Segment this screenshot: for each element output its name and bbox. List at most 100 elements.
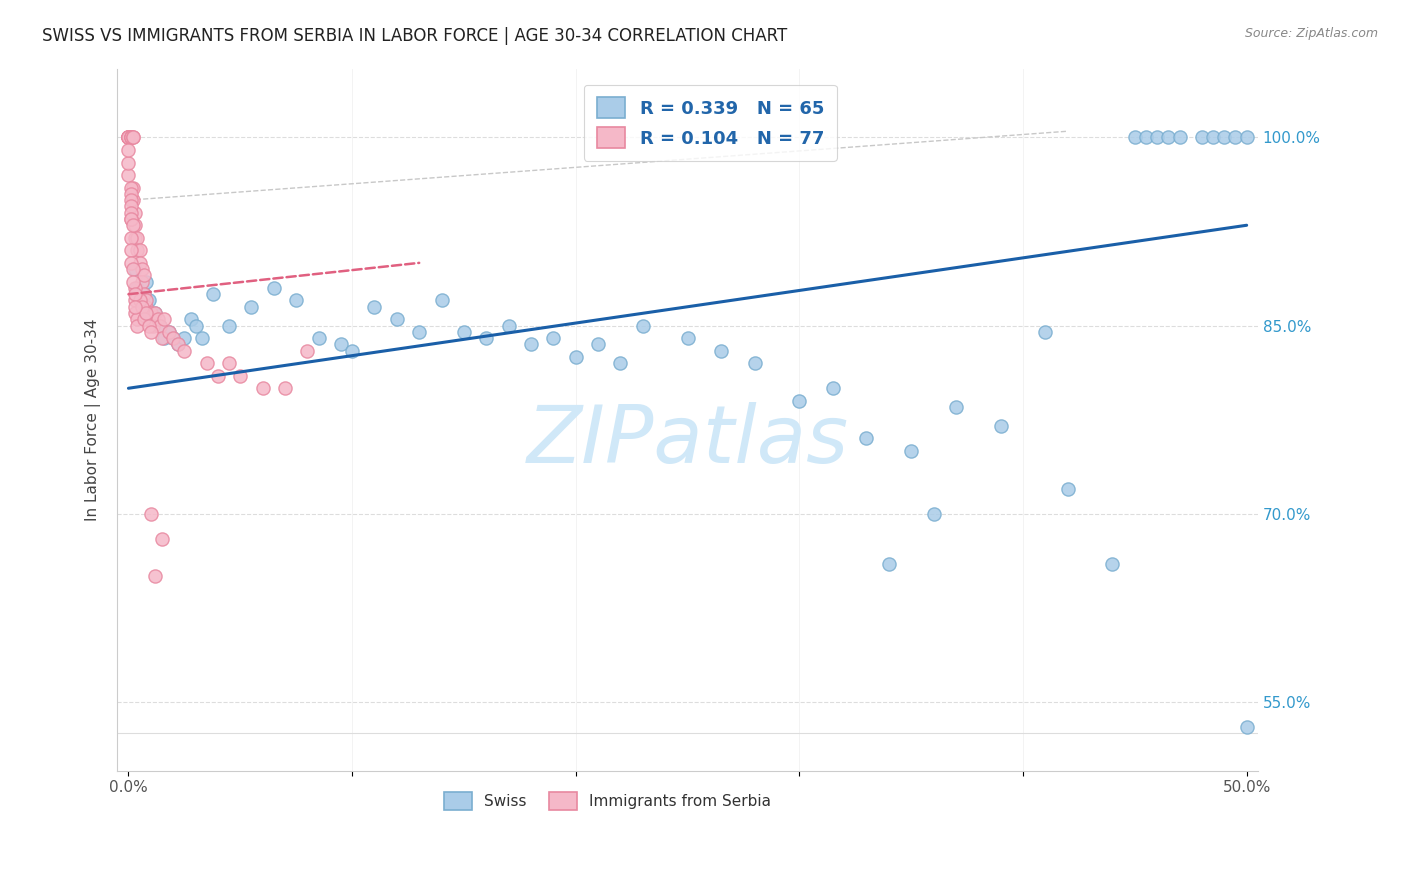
Point — [132, 312, 155, 326]
Point — [173, 331, 195, 345]
Point — [274, 381, 297, 395]
Point — [340, 343, 363, 358]
Point — [1056, 482, 1078, 496]
Point — [821, 381, 844, 395]
Point — [157, 325, 180, 339]
Point — [143, 306, 166, 320]
Point — [149, 318, 172, 333]
Point — [127, 281, 149, 295]
Point — [127, 244, 149, 258]
Point — [131, 300, 153, 314]
Point — [142, 318, 165, 333]
Point — [945, 400, 967, 414]
Point — [877, 557, 900, 571]
Point — [166, 337, 188, 351]
Point — [207, 368, 229, 383]
Point — [150, 532, 173, 546]
Point — [117, 143, 139, 157]
Point — [543, 331, 565, 345]
Point — [124, 219, 146, 233]
Text: ZIPatlas: ZIPatlas — [526, 401, 849, 480]
Point — [120, 244, 142, 258]
Point — [124, 205, 146, 219]
Point — [1101, 557, 1123, 571]
Point — [139, 312, 162, 326]
Point — [922, 507, 945, 521]
Point — [127, 318, 149, 333]
Point — [128, 256, 150, 270]
Point — [1213, 130, 1236, 145]
Point — [297, 343, 319, 358]
Point — [122, 262, 145, 277]
Point — [135, 300, 157, 314]
Point — [564, 350, 586, 364]
Text: Source: ZipAtlas.com: Source: ZipAtlas.com — [1244, 27, 1378, 40]
Point — [990, 418, 1012, 433]
Point — [609, 356, 631, 370]
Point — [1168, 130, 1191, 145]
Point — [128, 244, 150, 258]
Point — [124, 287, 146, 301]
Point — [240, 300, 263, 314]
Point — [139, 306, 162, 320]
Point — [135, 293, 157, 308]
Point — [122, 219, 145, 233]
Point — [146, 312, 169, 326]
Point — [162, 331, 184, 345]
Point — [139, 325, 162, 339]
Point — [122, 180, 145, 194]
Point — [1236, 130, 1258, 145]
Legend: Swiss, Immigrants from Serbia: Swiss, Immigrants from Serbia — [439, 786, 778, 815]
Point — [710, 343, 733, 358]
Point — [363, 300, 385, 314]
Point — [139, 507, 162, 521]
Point — [184, 318, 207, 333]
Y-axis label: In Labor Force | Age 30-34: In Labor Force | Age 30-34 — [86, 318, 101, 521]
Point — [122, 275, 145, 289]
Point — [229, 368, 252, 383]
Point — [1191, 130, 1213, 145]
Point — [430, 293, 453, 308]
Point — [122, 130, 145, 145]
Point — [153, 312, 176, 326]
Point — [120, 231, 142, 245]
Point — [308, 331, 330, 345]
Point — [153, 331, 176, 345]
Point — [117, 130, 139, 145]
Point — [117, 130, 139, 145]
Point — [1146, 130, 1168, 145]
Point — [1123, 130, 1146, 145]
Point — [132, 287, 155, 301]
Point — [162, 331, 184, 345]
Point — [180, 312, 202, 326]
Point — [1157, 130, 1180, 145]
Point — [131, 293, 153, 308]
Point — [120, 180, 142, 194]
Point — [128, 293, 150, 308]
Point — [117, 168, 139, 182]
Point — [124, 293, 146, 308]
Point — [1135, 130, 1157, 145]
Point — [1035, 325, 1057, 339]
Point — [191, 331, 214, 345]
Point — [195, 356, 218, 370]
Point — [453, 325, 475, 339]
Point — [218, 318, 240, 333]
Point — [475, 331, 498, 345]
Point — [128, 287, 150, 301]
Point — [127, 312, 149, 326]
Point — [385, 312, 408, 326]
Point — [855, 431, 877, 445]
Point — [150, 331, 173, 345]
Point — [124, 281, 146, 295]
Point — [117, 155, 139, 169]
Point — [120, 211, 142, 226]
Point — [202, 287, 225, 301]
Point — [124, 300, 146, 314]
Point — [1225, 130, 1247, 145]
Point — [120, 130, 142, 145]
Point — [117, 130, 139, 145]
Point — [120, 199, 142, 213]
Point — [138, 318, 160, 333]
Point — [520, 337, 543, 351]
